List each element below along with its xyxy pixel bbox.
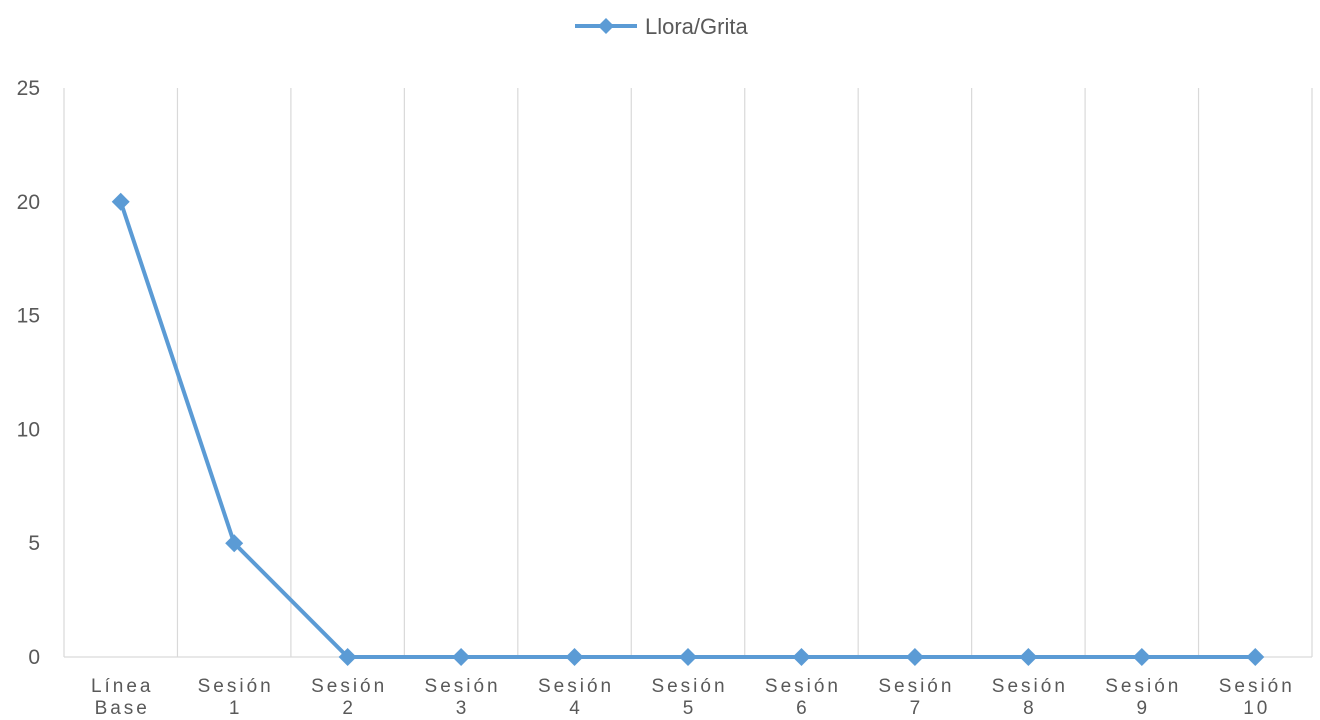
legend-label: Llora/Grita: [645, 14, 748, 39]
x-tick-label: Sesión 10: [1219, 676, 1295, 719]
x-tick-label: Sesión 7: [878, 676, 954, 719]
series-group: [111, 192, 1265, 666]
x-tick-label: Sesión 5: [651, 676, 727, 719]
x-tick-label: Sesión 2: [311, 676, 387, 719]
data-point-marker: [792, 648, 811, 666]
data-point-marker: [225, 534, 244, 553]
y-tick-label: 10: [17, 418, 40, 441]
y-axis: 0 5 10 15 20 25: [17, 77, 40, 669]
y-tick-label: 15: [17, 305, 40, 328]
x-tick-label: Sesión 8: [992, 676, 1068, 719]
x-tick-label: Sesión 1: [198, 676, 274, 719]
x-tick-label: Sesión 6: [765, 676, 841, 719]
x-tick-label: Línea Base: [91, 676, 154, 719]
data-point-marker: [565, 648, 584, 666]
data-point-marker: [1019, 648, 1038, 666]
data-point-marker: [452, 648, 471, 666]
legend-marker: [598, 18, 614, 34]
x-tick-label: Sesión 9: [1105, 676, 1181, 719]
x-tick-label: Sesión 3: [425, 676, 501, 719]
legend: Llora/Grita: [575, 14, 748, 39]
y-tick-label: 20: [17, 191, 40, 214]
data-point-marker: [1246, 648, 1265, 666]
y-tick-label: 0: [28, 646, 40, 669]
y-tick-label: 25: [17, 77, 40, 100]
data-point-marker: [905, 648, 924, 666]
x-axis: Línea Base Sesión 1 Sesión 2 Sesión 3 Sesión 4 Ses…: [64, 656, 1312, 719]
y-tick-label: 5: [28, 532, 40, 555]
data-point-marker: [111, 192, 130, 211]
x-tick-label: Sesión 4: [538, 676, 614, 719]
gridlines: [63, 88, 1313, 657]
data-point-marker: [1132, 648, 1151, 666]
data-point-marker: [338, 648, 357, 666]
data-point-marker: [679, 648, 697, 666]
